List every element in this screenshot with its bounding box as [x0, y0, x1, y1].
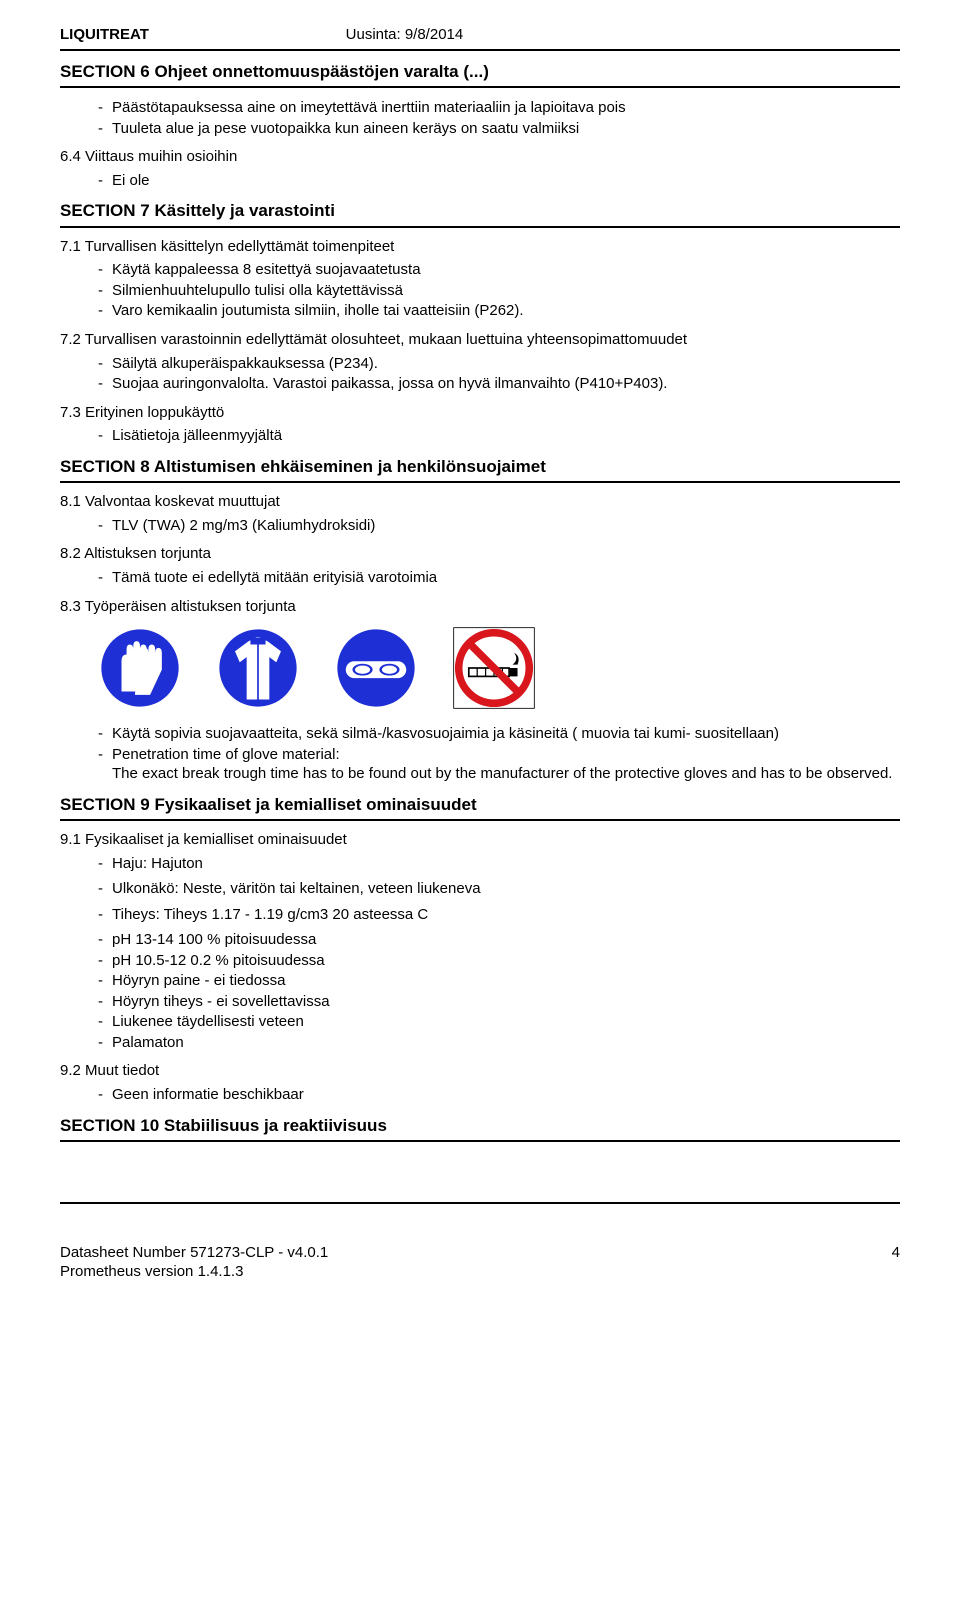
sub-9-1: 9.1 Fysikaaliset ja kemialliset ominaisu…: [60, 831, 900, 850]
page-number: 4: [892, 1244, 900, 1282]
section-10-title: SECTION 10 Stabiilisuus ja reaktiivisuus: [60, 1115, 900, 1136]
page-header: LIQUITREAT Uusinta: 9/8/2014: [60, 26, 900, 45]
section-6-title: SECTION 6 Ohjeet onnettomuuspäästöjen va…: [60, 61, 900, 82]
section-10-rule: [60, 1140, 900, 1142]
sub-8-2-list: Tämä tuote ei edellytä mitään erityisiä …: [60, 568, 900, 588]
section-9-rule: [60, 819, 900, 821]
revision-date: Uusinta: 9/8/2014: [29, 26, 780, 45]
list-item: Ulkonäkö: Neste, väritön tai keltainen, …: [98, 879, 900, 899]
sub-7-2-list: Säilytä alkuperäispakkauksessa (P234). S…: [60, 354, 900, 394]
section-8-rule: [60, 481, 900, 483]
list-item: Lisätietoja jälleenmyyjältä: [98, 426, 900, 446]
sub-8-1-list: TLV (TWA) 2 mg/m3 (Kaliumhydroksidi): [60, 516, 900, 536]
section-8-after-picto: Käytä sopivia suojavaatteita, sekä silmä…: [60, 724, 900, 784]
list-item: Höyryn paine - ei tiedossa: [98, 971, 900, 991]
list-item: Käytä kappaleessa 8 esitettyä suojavaate…: [98, 260, 900, 280]
sub-6-4: 6.4 Viittaus muihin osioihin: [60, 148, 900, 167]
header-rule: [60, 49, 900, 51]
prometheus-version: Prometheus version 1.4.1.3: [60, 1263, 328, 1282]
sub-9-2: 9.2 Muut tiedot: [60, 1062, 900, 1081]
wear-gloves-icon: [98, 626, 182, 710]
sub-7-3-list: Lisätietoja jälleenmyyjältä: [60, 426, 900, 446]
no-smoking-icon: [452, 626, 536, 710]
sub-6-4-list: Ei ole: [60, 171, 900, 191]
sub-9-1-list: Haju: Hajuton Ulkonäkö: Neste, väritön t…: [60, 854, 900, 1053]
section-7-rule: [60, 226, 900, 228]
list-item: Liukenee täydellisesti veteen: [98, 1012, 900, 1032]
list-item: Ei ole: [98, 171, 900, 191]
list-item: Silmienhuuhtelupullo tulisi olla käytett…: [98, 281, 900, 301]
list-item: Varo kemikaalin joutumista silmiin, ihol…: [98, 301, 900, 321]
list-item: Geen informatie beschikbaar: [98, 1085, 900, 1105]
line: The exact break trough time has to be fo…: [112, 765, 892, 782]
sub-8-1: 8.1 Valvontaa koskevat muuttujat: [60, 493, 900, 512]
wear-eye-protection-icon: [334, 626, 418, 710]
sub-7-1: 7.1 Turvallisen käsittelyn edellyttämät …: [60, 238, 900, 257]
page-footer: Datasheet Number 571273-CLP - v4.0.1 Pro…: [60, 1244, 900, 1282]
list-item: Höyryn tiheys - ei sovellettavissa: [98, 992, 900, 1012]
sub-8-3: 8.3 Työperäisen altistuksen torjunta: [60, 598, 900, 617]
pictogram-row: [98, 626, 900, 710]
sub-7-3: 7.3 Erityinen loppukäyttö: [60, 404, 900, 423]
footer-rule: [60, 1202, 900, 1204]
line: Penetration time of glove material:: [112, 746, 340, 763]
section-6-rule: [60, 86, 900, 88]
sub-7-2: 7.2 Turvallisen varastoinnin edellyttämä…: [60, 331, 900, 350]
list-item: Tämä tuote ei edellytä mitään erityisiä …: [98, 568, 900, 588]
list-item: Käytä sopivia suojavaatteita, sekä silmä…: [98, 724, 900, 744]
wear-protective-clothing-icon: [216, 626, 300, 710]
section-9-title: SECTION 9 Fysikaaliset ja kemialliset om…: [60, 794, 900, 815]
list-item: pH 10.5-12 0.2 % pitoisuudessa: [98, 951, 900, 971]
list-item: TLV (TWA) 2 mg/m3 (Kaliumhydroksidi): [98, 516, 900, 536]
list-item: Haju: Hajuton: [98, 854, 900, 874]
list-item: Suojaa auringonvalolta. Varastoi paikass…: [98, 374, 900, 394]
sub-7-1-list: Käytä kappaleessa 8 esitettyä suojavaate…: [60, 260, 900, 321]
list-item: Penetration time of glove material: The …: [98, 745, 900, 784]
list-item: Säilytä alkuperäispakkauksessa (P234).: [98, 354, 900, 374]
sub-8-2: 8.2 Altistuksen torjunta: [60, 545, 900, 564]
list-item: Päästötapauksessa aine on imeytettävä in…: [98, 98, 900, 118]
footer-left: Datasheet Number 571273-CLP - v4.0.1 Pro…: [60, 1244, 328, 1282]
list-item: Palamaton: [98, 1033, 900, 1053]
list-item: Tiheys: Tiheys 1.17 - 1.19 g/cm3 20 aste…: [98, 905, 900, 925]
sub-9-2-list: Geen informatie beschikbaar: [60, 1085, 900, 1105]
section-8-title: SECTION 8 Altistumisen ehkäiseminen ja h…: [60, 456, 900, 477]
section-7-title: SECTION 7 Käsittely ja varastointi: [60, 200, 900, 221]
list-item: pH 13-14 100 % pitoisuudessa: [98, 930, 900, 950]
datasheet-number: Datasheet Number 571273-CLP - v4.0.1: [60, 1244, 328, 1263]
list-item: Tuuleta alue ja pese vuotopaikka kun ain…: [98, 119, 900, 139]
section-6-list: Päästötapauksessa aine on imeytettävä in…: [60, 98, 900, 138]
